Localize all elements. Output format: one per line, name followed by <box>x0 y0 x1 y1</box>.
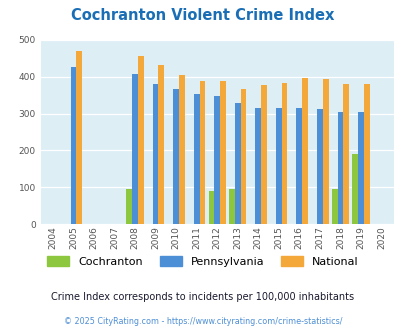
Bar <box>260 85 266 224</box>
Bar <box>234 103 240 224</box>
Bar <box>76 51 82 224</box>
Bar <box>214 96 220 224</box>
Bar <box>301 78 307 224</box>
Bar <box>322 79 328 224</box>
Bar <box>208 191 214 224</box>
Text: Crime Index corresponds to incidents per 100,000 inhabitants: Crime Index corresponds to incidents per… <box>51 292 354 302</box>
Text: Cochranton Violent Crime Index: Cochranton Violent Crime Index <box>71 8 334 23</box>
Bar <box>357 112 363 224</box>
Bar <box>173 89 179 224</box>
Bar <box>132 74 138 224</box>
Text: © 2025 CityRating.com - https://www.cityrating.com/crime-statistics/: © 2025 CityRating.com - https://www.city… <box>64 317 341 326</box>
Bar <box>228 189 234 224</box>
Bar <box>331 189 337 224</box>
Bar <box>220 82 225 224</box>
Bar <box>240 89 246 224</box>
Bar <box>275 108 281 224</box>
Bar <box>179 75 184 224</box>
Bar <box>70 67 76 224</box>
Bar <box>337 112 343 224</box>
Bar <box>363 84 369 224</box>
Bar <box>296 108 301 224</box>
Bar <box>152 84 158 224</box>
Bar <box>126 188 132 224</box>
Bar <box>138 56 143 224</box>
Bar <box>281 83 287 224</box>
Bar <box>316 110 322 224</box>
Bar <box>343 84 348 224</box>
Bar <box>255 108 260 224</box>
Bar <box>199 81 205 224</box>
Bar <box>158 65 164 224</box>
Bar <box>352 154 357 224</box>
Bar <box>193 94 199 224</box>
Legend: Cochranton, Pennsylvania, National: Cochranton, Pennsylvania, National <box>47 256 358 267</box>
